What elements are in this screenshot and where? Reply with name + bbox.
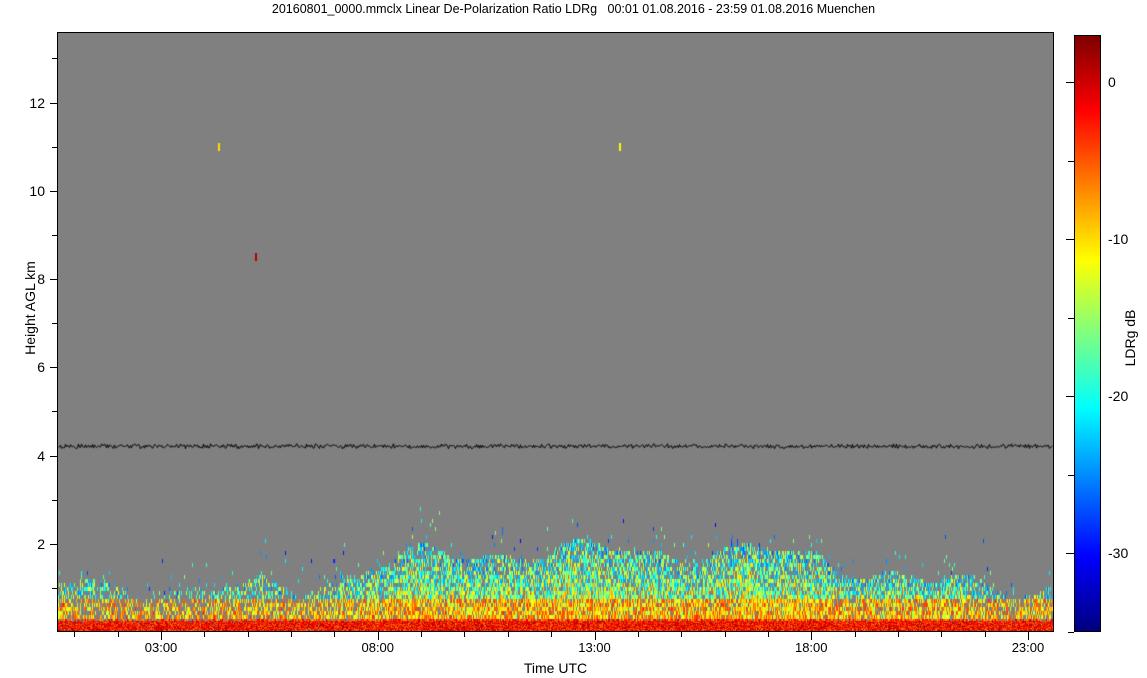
y-tick-label: 8 [37,271,45,288]
x-minor-tick-mark [247,632,249,637]
y-tick-label: 2 [37,535,45,552]
x-minor-tick-mark [464,632,466,637]
x-minor-tick-mark [291,632,293,637]
x-tick-label: 23:00 [1011,640,1045,655]
x-minor-tick-mark [551,632,553,637]
x-axis-label: Time UTC [523,660,588,676]
y-tick-mark [50,543,58,545]
colorbar-tick-mark [1066,239,1074,241]
x-tick-mark [811,632,813,640]
x-tick-label: 18:00 [794,640,828,655]
colorbar-tick-label: -20 [1108,388,1129,405]
colorbar-tick-label: -30 [1108,545,1129,562]
y-minor-tick-mark [52,58,58,60]
y-minor-tick-mark [52,146,58,148]
y-tick-label: 10 [29,182,45,199]
y-tick-mark [50,455,58,457]
colorbar-tick-mark [1066,396,1074,398]
y-tick-label: 4 [37,447,45,464]
x-tick-mark [594,632,596,640]
x-minor-tick-mark [984,632,986,637]
y-tick-mark [50,102,58,104]
colorbar-gradient [1075,36,1100,631]
x-tick-label: 08:00 [361,640,395,655]
y-tick-label: 12 [29,94,45,111]
x-tick-mark [161,632,163,640]
x-minor-tick-mark [117,632,119,637]
y-minor-tick-mark [52,234,58,236]
colorbar-title: LDRg dB [1122,309,1138,367]
x-minor-tick-mark [204,632,206,637]
x-minor-tick-mark [897,632,899,637]
colorbar-minor-tick-mark [1068,474,1074,476]
y-minor-tick-mark [52,587,58,589]
y-axis-label: Height AGL km [22,261,38,355]
x-minor-tick-mark [74,632,76,637]
x-tick-label: 03:00 [144,640,178,655]
y-tick-mark [50,190,58,192]
x-minor-tick-mark [941,632,943,637]
colorbar-tick-label: 0 [1108,74,1116,91]
colorbar-minor-tick-mark [1068,317,1074,319]
colorbar-minor-tick-mark [1068,160,1074,162]
x-minor-tick-mark [334,632,336,637]
page-title: 20160801_0000.mmclx Linear De-Polarizati… [271,2,876,16]
heatmap-data-layer [58,33,1053,631]
x-tick-label: 13:00 [578,640,611,655]
colorbar[interactable] [1074,35,1101,632]
x-minor-tick-mark [507,632,509,637]
x-minor-tick-mark [637,632,639,637]
x-tick-mark [377,632,379,640]
y-tick-mark [50,279,58,281]
y-tick-label: 6 [37,359,45,376]
y-minor-tick-mark [52,411,58,413]
colorbar-minor-tick-mark [1068,632,1074,633]
colorbar-tick-mark [1066,553,1074,555]
x-minor-tick-mark [724,632,726,637]
y-tick-mark [50,367,58,369]
colorbar-tick-label: -10 [1108,231,1129,248]
x-minor-tick-mark [854,632,856,637]
heatmap-axes[interactable] [57,32,1054,632]
y-minor-tick-mark [52,499,58,501]
colorbar-tick-mark [1066,82,1074,84]
x-minor-tick-mark [681,632,683,637]
x-minor-tick-mark [767,632,769,637]
y-minor-tick-mark [52,323,58,325]
x-minor-tick-mark [421,632,423,637]
x-tick-mark [1027,632,1029,640]
